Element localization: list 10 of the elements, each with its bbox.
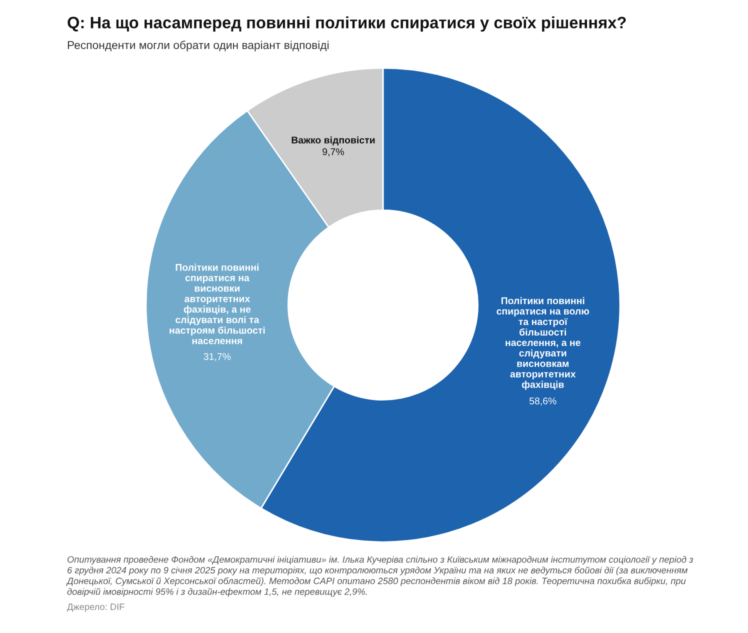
text: Опитування проведене Фондом «Демократичні ініціативи» ім. Ілька Кучеріва спільно з Київським міжнародним інститутом соціології у період з 6 грудня 2024 року по 9 січня 2025 року на територіях, що контролюються урядом України та на яких не ведуться бойові дії (за виключенням Донецької, Сумської й Херсонської областей). Методом CAPI опитано 2580 респондентів віком від 18 років. Теоретична похибка вибірки, при довірчій імовірності 95% і з дизайн-ефектом 1,5, не перевищує 2,9%.: [66, 556, 694, 597]
data-label: 31,7%: [204, 353, 231, 362]
slice-label: Важко відповісти: [292, 136, 375, 146]
chart-title: Q: На що насамперед повинні політики спиратися у своїх рішеннях?: [68, 16, 626, 32]
category-label: Політики повинні спиратися на волю та настрої більшості населення, а не слідувати висновкам авторитетних фахівців: [496, 297, 590, 390]
text: Джерело: DIF: [67, 604, 124, 612]
chart-subtitle: Респонденти могли обрати один варіант відповіді: [68, 40, 329, 52]
slice-label: Політики повинні спиратися на висновки авторитетних фахівців, а не слідувати волі та настроям більшості населення: [170, 264, 265, 344]
data-label: 58,6%: [529, 398, 556, 406]
data-label: 9,7%: [322, 148, 344, 156]
